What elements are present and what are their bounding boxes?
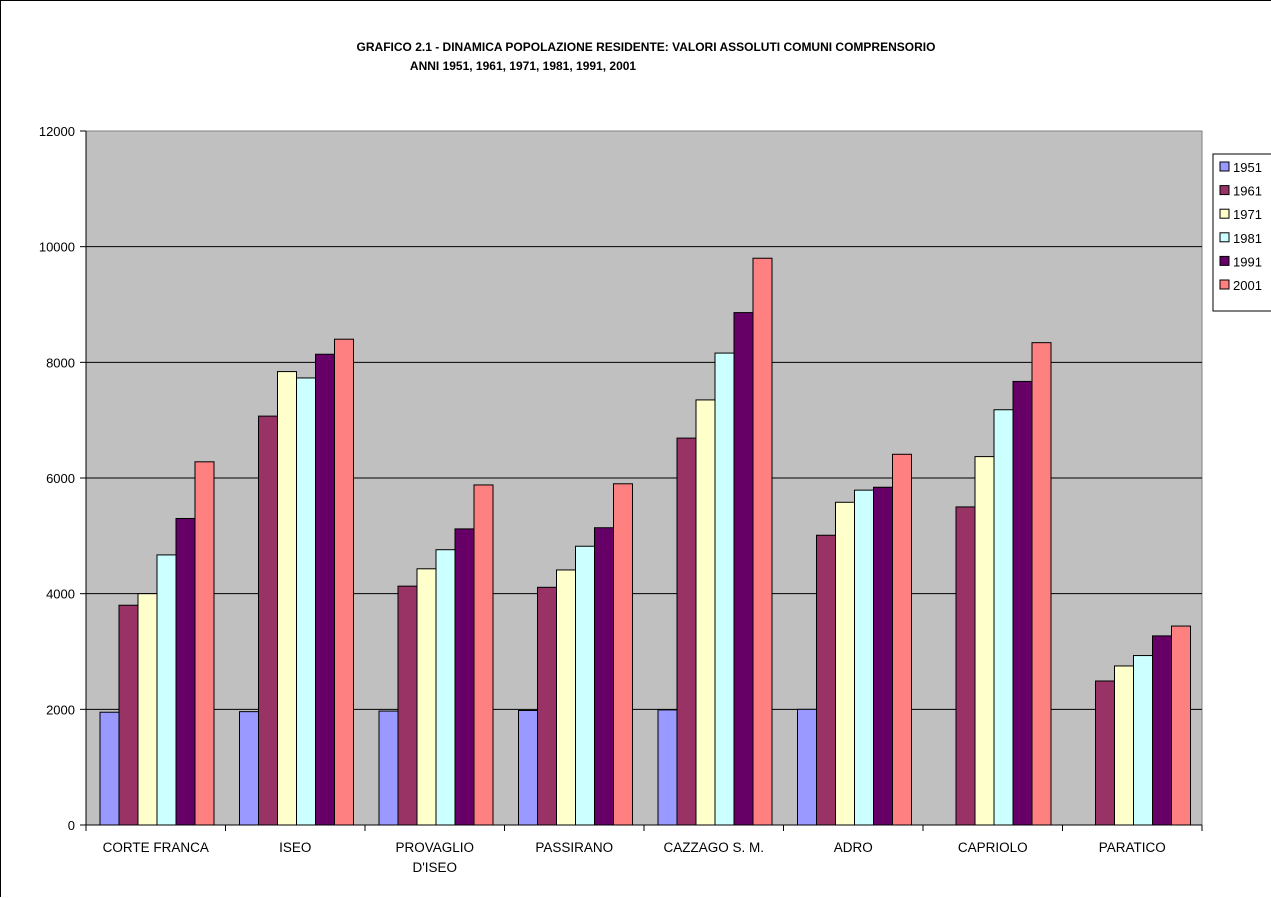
bar-1981	[854, 489, 874, 826]
legend-label-1961: 1961	[1233, 184, 1262, 199]
bar-1961	[676, 437, 697, 826]
legend: 1951 1961 1971 1981 1991 2001	[1212, 153, 1271, 312]
bar-1951	[518, 709, 538, 826]
bar-2001	[613, 483, 633, 826]
bar-1991	[1012, 380, 1033, 826]
bar-1971	[974, 456, 995, 826]
x-axis-category-labels: CORTE FRANCA ISEO PROVAGLIO D'ISEO PASSIRANO…	[103, 840, 1166, 875]
bar-1951	[378, 710, 399, 826]
chart-subtitle: ANNI 1951, 1961, 1971, 1981, 1991, 2001	[410, 59, 637, 73]
bar-1971	[1114, 665, 1134, 826]
bar-1971	[137, 593, 158, 826]
bar-1991	[454, 528, 475, 826]
bar-2001	[194, 461, 215, 826]
bar-1971	[695, 399, 716, 826]
bar-1991	[315, 353, 335, 826]
category-label: D'ISEO	[412, 860, 457, 875]
bar-1971	[835, 501, 855, 826]
bar-1961	[397, 585, 418, 826]
category-label: PROVAGLIO	[395, 840, 474, 855]
bar-2001	[892, 453, 912, 826]
bar-1951	[657, 709, 678, 826]
bar-1981	[156, 554, 177, 826]
bar-2001	[1031, 342, 1052, 826]
legend-label-1981: 1981	[1233, 231, 1262, 246]
bar-1951	[239, 711, 259, 826]
bar-1971	[416, 568, 437, 826]
bar-1991	[1152, 635, 1172, 826]
legend-swatch-1971	[1219, 208, 1230, 219]
bar-1951	[797, 708, 817, 826]
y-tick-label: 2000	[46, 702, 75, 717]
bar-1981	[435, 549, 456, 826]
y-axis-tick-labels: 0 2000 4000 6000 8000 10000 12000	[39, 124, 75, 833]
bar-1961	[537, 586, 557, 826]
bar-2001	[334, 338, 354, 826]
category-label: ADRO	[834, 840, 873, 855]
bar-1961	[258, 415, 278, 826]
category-label: CORTE FRANCA	[103, 840, 209, 855]
bar-1981	[575, 545, 595, 826]
legend-swatch-2001	[1219, 279, 1230, 290]
bar-1981	[296, 377, 316, 826]
bar-2001	[752, 257, 773, 826]
bar-1991	[175, 517, 196, 826]
bar-1961	[118, 604, 139, 826]
bar-1961	[1095, 680, 1115, 826]
legend-label-1991: 1991	[1233, 254, 1262, 269]
category-label: CAZZAGO S. M.	[663, 840, 764, 855]
category-label: ISEO	[279, 840, 311, 855]
bar-1961	[955, 506, 976, 826]
bar-1951	[99, 711, 120, 826]
legend-swatch-1981	[1219, 232, 1230, 243]
legend-swatch-1991	[1219, 255, 1230, 266]
y-tick-label: 8000	[46, 355, 75, 370]
bar-1991	[733, 312, 754, 826]
bar-1991	[594, 527, 614, 826]
bar-1971	[277, 371, 297, 826]
y-tick-label: 12000	[39, 124, 75, 139]
category-label: PASSIRANO	[535, 840, 613, 855]
legend-label-1971: 1971	[1233, 207, 1262, 222]
category-label: PARATICO	[1099, 840, 1166, 855]
bar-1981	[1133, 655, 1153, 826]
legend-label-2001: 2001	[1233, 278, 1262, 293]
legend-swatch-1961	[1219, 185, 1230, 196]
legend-swatch-1951	[1219, 161, 1230, 172]
bar-1961	[816, 534, 836, 826]
legend-label-1951: 1951	[1233, 160, 1262, 175]
y-tick-label: 0	[68, 818, 75, 833]
bars	[99, 257, 1191, 826]
axes	[80, 130, 1203, 831]
bar-2001	[473, 484, 494, 826]
y-tick-label: 4000	[46, 587, 75, 602]
chart-title: GRAFICO 2.1 - DINAMICA POPOLAZIONE RESID…	[357, 40, 936, 54]
bar-1991	[873, 486, 893, 826]
bar-1981	[993, 409, 1014, 826]
y-tick-label: 10000	[39, 240, 75, 255]
y-tick-label: 6000	[46, 471, 75, 486]
bar-1971	[556, 569, 576, 826]
bar-1981	[714, 352, 735, 826]
bar-2001	[1171, 625, 1191, 826]
category-label: CAPRIOLO	[958, 840, 1028, 855]
